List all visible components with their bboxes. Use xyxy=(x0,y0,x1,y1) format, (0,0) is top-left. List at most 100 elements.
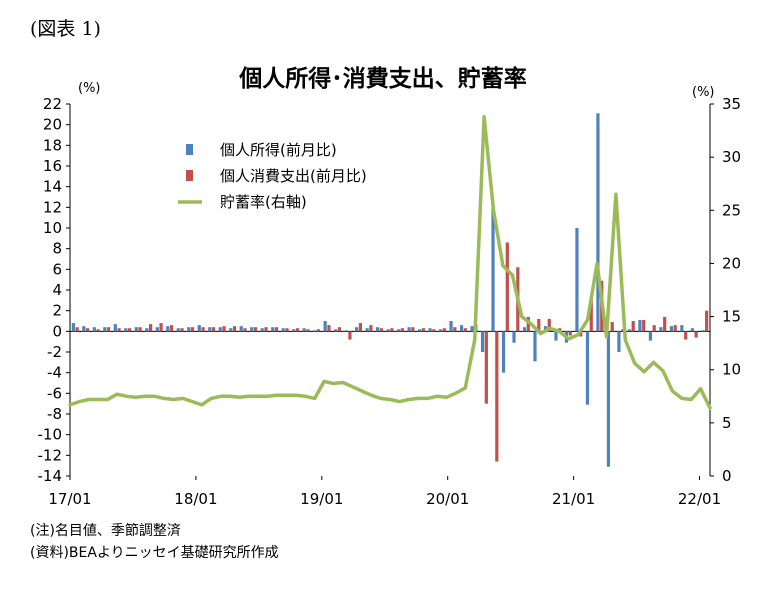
right-tick-label: 30 xyxy=(722,148,741,166)
income-bar xyxy=(281,328,285,332)
consumption-bar xyxy=(526,316,530,332)
consumption-bar xyxy=(159,323,163,332)
income-bar xyxy=(145,328,149,332)
consumption-bar xyxy=(253,327,258,332)
left-tick-label: -4 xyxy=(47,364,62,382)
consumption-bar xyxy=(652,325,656,332)
x-tick-label: 21/01 xyxy=(552,490,595,508)
consumption-bar xyxy=(589,297,593,332)
right-axis-unit: (%) xyxy=(692,85,715,100)
consumption-bar xyxy=(495,331,499,462)
legend-swatch xyxy=(186,144,193,155)
left-tick-label: -12 xyxy=(38,446,63,464)
consumption-bar xyxy=(274,327,279,332)
right-tick-label: 25 xyxy=(722,201,741,219)
consumption-bar xyxy=(379,328,384,332)
income-bar xyxy=(313,330,317,332)
consumption-bar xyxy=(306,329,310,332)
chart-title: 個人所得･消費支出、貯蓄率 xyxy=(238,65,527,92)
consumption-bar xyxy=(348,331,352,340)
consumption-bar xyxy=(579,331,583,337)
income-bar xyxy=(176,328,180,332)
left-tick-label: 4 xyxy=(52,281,62,299)
consumption-bar xyxy=(537,318,541,332)
left-tick-label: 8 xyxy=(52,240,62,258)
consumption-bar xyxy=(390,328,394,332)
income-bar xyxy=(501,331,506,373)
income-bar xyxy=(617,331,621,352)
income-bar xyxy=(113,324,117,332)
income-bar xyxy=(250,327,254,332)
legend-label: 貯蓄率(右軸) xyxy=(220,193,307,211)
consumption-bar xyxy=(295,328,300,332)
consumption-bar xyxy=(568,331,572,336)
income-bar xyxy=(260,328,264,332)
left-tick-label: -6 xyxy=(47,384,62,402)
legend-swatch xyxy=(186,170,193,181)
income-bar xyxy=(417,329,422,332)
consumption-bar xyxy=(442,328,446,332)
income-bar xyxy=(627,329,632,332)
x-tick-label: 18/01 xyxy=(174,490,217,508)
income-bar xyxy=(229,328,233,332)
income-bar xyxy=(134,327,138,332)
consumption-bar xyxy=(642,319,646,332)
income-bar xyxy=(554,331,558,341)
income-bar xyxy=(396,329,401,332)
consumption-bar xyxy=(463,328,467,332)
consumption-bar xyxy=(190,327,195,332)
consumption-bar xyxy=(369,325,373,332)
right-tick-label: 10 xyxy=(722,361,741,379)
consumption-bar xyxy=(705,310,709,332)
left-tick-label: -2 xyxy=(47,343,62,361)
income-bar xyxy=(218,327,222,332)
income-bar xyxy=(365,328,369,332)
right-tick-label: 35 xyxy=(722,95,741,113)
x-tick-label: 17/01 xyxy=(48,490,91,508)
left-tick-label: 2 xyxy=(52,302,62,320)
consumption-bar xyxy=(673,325,677,332)
income-bar xyxy=(491,205,495,332)
income-bar xyxy=(344,330,348,332)
consumption-bar xyxy=(86,328,90,332)
income-bar xyxy=(701,330,705,332)
consumption-bar xyxy=(337,327,342,332)
consumption-bar xyxy=(684,331,688,340)
consumption-bar xyxy=(75,327,79,332)
income-bar xyxy=(407,327,411,332)
left-tick-label: -8 xyxy=(47,405,62,423)
legend-label: 個人消費支出(前月比) xyxy=(220,167,367,185)
left-tick-label: -10 xyxy=(38,426,63,444)
consumption-bar xyxy=(411,327,415,332)
income-bar xyxy=(271,327,275,332)
income-bar xyxy=(459,325,464,332)
consumption-bar xyxy=(453,327,457,332)
consumption-bar xyxy=(138,327,142,332)
left-tick-label: 10 xyxy=(43,219,62,237)
income-bar xyxy=(648,331,652,341)
consumption-bar xyxy=(201,327,205,332)
income-bar xyxy=(323,321,327,332)
income-bar xyxy=(428,328,432,332)
left-tick-label: 12 xyxy=(43,198,62,216)
income-bar xyxy=(166,326,170,332)
consumption-bar xyxy=(117,328,121,332)
income-bar xyxy=(71,323,75,332)
figure-label: (図表 1) xyxy=(30,18,101,40)
income-bar xyxy=(533,331,537,362)
consumption-bar xyxy=(180,328,184,332)
income-bar xyxy=(596,113,600,332)
left-tick-label: 0 xyxy=(52,322,62,340)
consumption-bar xyxy=(232,326,237,332)
consumption-bar xyxy=(96,329,100,332)
consumption-bar xyxy=(400,328,404,332)
income-bar xyxy=(638,319,642,332)
legend-label: 個人所得(前月比) xyxy=(220,141,337,159)
income-bar xyxy=(606,331,611,467)
legend: 個人所得(前月比) 個人消費支出(前月比) 貯蓄率(右軸) xyxy=(178,141,367,211)
income-bar xyxy=(334,329,338,332)
left-tick-label: 6 xyxy=(52,260,62,278)
income-bar xyxy=(522,327,527,332)
left-tick-label: 18 xyxy=(43,136,62,154)
